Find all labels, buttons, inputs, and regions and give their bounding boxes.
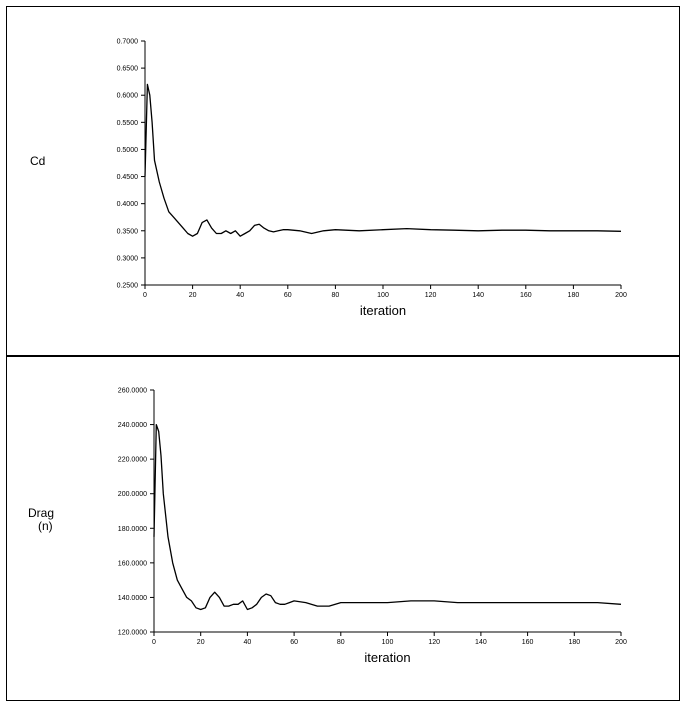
y-axis-title: Drag — [28, 506, 54, 520]
x-tick-label: 40 — [244, 639, 252, 646]
y-tick-label: 0.3000 — [117, 255, 139, 262]
x-tick-label: 20 — [189, 292, 197, 299]
x-tick-label: 80 — [332, 292, 340, 299]
x-tick-label: 200 — [615, 639, 627, 646]
y-tick-label: 0.4000 — [117, 201, 139, 208]
x-tick-label: 160 — [520, 292, 532, 299]
y-axis-title: Cd — [30, 154, 45, 168]
y-tick-label: 220.0000 — [118, 457, 147, 464]
x-tick-label: 0 — [143, 292, 147, 299]
y-tick-label: 0.3500 — [117, 228, 139, 235]
y-tick-label: 240.0000 — [118, 422, 147, 429]
y-tick-label: 0.5500 — [117, 120, 139, 127]
x-tick-label: 200 — [615, 292, 627, 299]
cd-chart-panel: 0.2500 0.3000 0.3500 0.4000 0.4500 0.5000 0.55… — [6, 6, 680, 356]
y-tick-label: 0.2500 — [117, 283, 139, 290]
y-tick-label: 120.0000 — [118, 630, 147, 637]
x-tick-label: 120 — [428, 639, 440, 646]
y-tick-label: 0.5000 — [117, 147, 139, 154]
x-tick-label: 0 — [152, 639, 156, 646]
y-tick-label: 0.6000 — [117, 93, 139, 100]
y-axis-unit: (n) — [38, 519, 53, 533]
x-tick-label: 100 — [382, 639, 394, 646]
x-tick-label: 100 — [377, 292, 389, 299]
series-line — [144, 83, 622, 237]
x-tick-label: 180 — [568, 639, 580, 646]
x-tick-label: 180 — [568, 292, 580, 299]
y-tick-label: 140.0000 — [118, 595, 147, 602]
x-tick-label: 120 — [425, 292, 437, 299]
y-tick-label: 200.0000 — [118, 491, 147, 498]
x-tick-label: 80 — [337, 639, 345, 646]
x-tick-label: 60 — [284, 292, 292, 299]
series-line — [153, 423, 622, 611]
x-tick-label: 140 — [472, 292, 484, 299]
x-tick-label: 20 — [197, 639, 205, 646]
drag-chart: 120.0000 140.0000 160.0000 180.0000 200.0000… — [28, 388, 627, 666]
drag-chart-panel: 120.0000 140.0000 160.0000 180.0000 200.0000… — [6, 356, 680, 701]
y-tick-label: 180.0000 — [118, 526, 147, 533]
x-tick-label: 60 — [290, 639, 298, 646]
y-tick-label: 260.0000 — [118, 388, 147, 395]
cd-chart: 0.2500 0.3000 0.3500 0.4000 0.4500 0.5000 0.55… — [30, 39, 627, 319]
x-tick-label: 140 — [475, 639, 487, 646]
y-tick-label: 0.7000 — [117, 39, 139, 46]
y-tick-label: 0.4500 — [117, 174, 139, 181]
x-axis-title: iteration — [360, 303, 406, 318]
y-tick-label: 0.6500 — [117, 66, 139, 73]
y-tick-label: 160.0000 — [118, 560, 147, 567]
x-axis-title: iteration — [364, 650, 410, 665]
x-tick-label: 160 — [522, 639, 534, 646]
x-tick-label: 40 — [236, 292, 244, 299]
